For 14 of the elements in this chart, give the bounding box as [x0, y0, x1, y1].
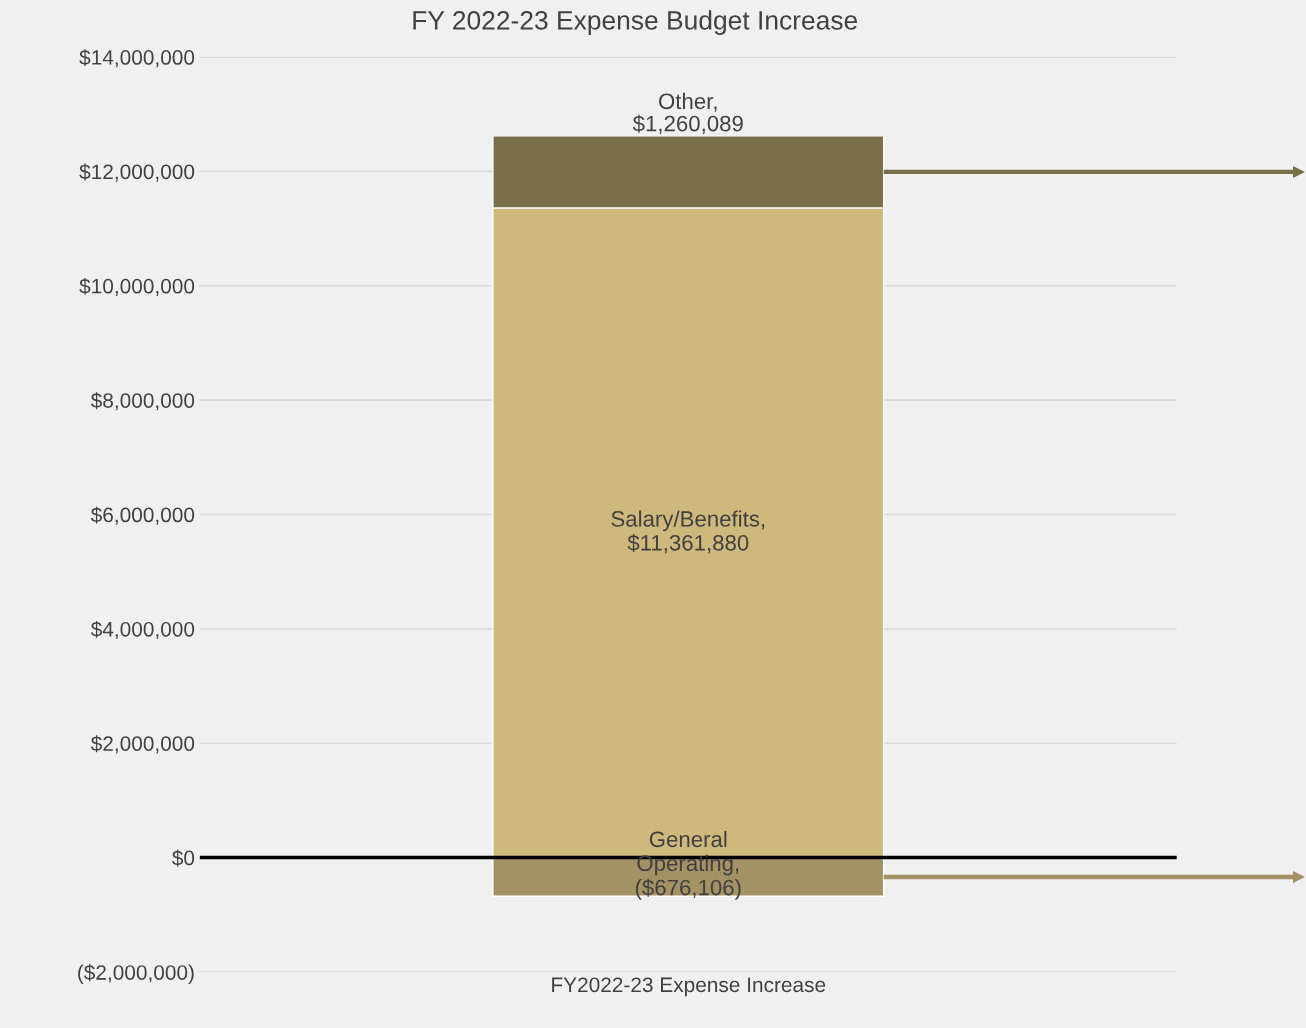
y-tick-label: $8,000,000	[90, 392, 195, 411]
y-tick-label: $2,000,000	[90, 735, 195, 754]
x-tick-label: FY2022-23 Expense Increase	[552, 977, 826, 997]
y-tick-label: $14,000,000	[79, 49, 195, 68]
y-tick-label: ($2,000,000)	[78, 964, 194, 984]
y-tick-label: $10,000,000	[79, 277, 195, 296]
y-tick-label: $0	[172, 849, 195, 867]
chart-title: FY 2022-23 Expense Budget Increase	[413, 10, 858, 35]
y-tick-label: $4,000,000	[90, 621, 195, 640]
data-label: Other, $1,260,089	[632, 92, 743, 135]
y-tick-label: $6,000,000	[90, 506, 195, 525]
data-label: Salary/Benefits, $11,361,880	[611, 510, 765, 554]
data-label: General Operating, ($676,106)	[635, 830, 741, 900]
y-tick-label: $12,000,000	[79, 163, 195, 182]
